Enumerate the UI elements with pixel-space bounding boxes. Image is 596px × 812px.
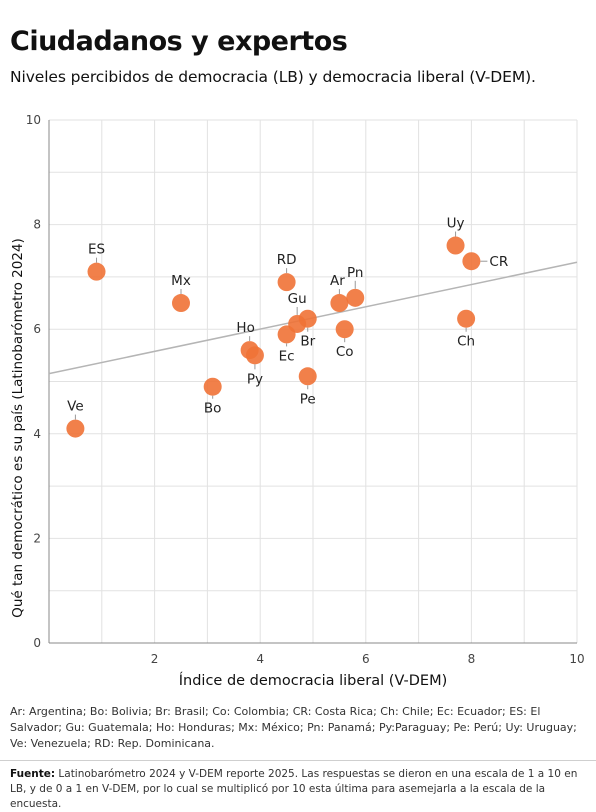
data-point-ve xyxy=(66,419,85,438)
data-point-co xyxy=(335,320,354,339)
point-label-mx: Mx xyxy=(171,273,191,289)
data-point-mx xyxy=(172,294,190,313)
point-label-ec: Ec xyxy=(279,348,295,364)
data-point-ch xyxy=(457,309,476,328)
point-label-rd: RD xyxy=(277,252,297,268)
x-tick-label: 4 xyxy=(256,652,264,666)
y-axis-label: Qué tan democrático es su país (Latinoba… xyxy=(10,238,26,618)
point-labels-group: Ve ES Mx Bo Ho Py RD Ec Gu Br Pe Ar Co Pn Uy CR Ch xyxy=(67,216,508,420)
y-tick-label: 0 xyxy=(33,636,41,650)
y-tick-label: 4 xyxy=(33,427,41,441)
data-point-br xyxy=(298,309,317,328)
point-label-gu: Gu xyxy=(288,291,307,307)
data-point-pe xyxy=(298,367,317,386)
point-label-ch: Ch xyxy=(457,334,475,350)
page-title: Ciudadanos y expertos xyxy=(10,26,348,57)
point-label-cr: CR xyxy=(489,254,508,270)
axes: 2 4 6 8 10 0 2 4 6 8 10 xyxy=(26,113,585,666)
point-label-ar: Ar xyxy=(330,273,345,289)
y-tick-label: 6 xyxy=(33,322,41,336)
point-label-ve: Ve xyxy=(67,399,84,415)
point-label-es: ES xyxy=(88,242,105,258)
scatter-chart: 2 4 6 8 10 0 2 4 6 8 10 Ve ES Mx Bo Ho Py RD Ec Gu Br Pe Ar Co… xyxy=(10,113,585,689)
point-label-co: Co xyxy=(336,344,354,360)
source-note: Fuente: Latinobarómetro 2024 y V-DEM rep… xyxy=(0,760,596,812)
point-label-py: Py xyxy=(247,371,263,387)
x-tick-label: 10 xyxy=(569,652,584,666)
point-label-uy: Uy xyxy=(447,216,465,232)
y-tick-label: 10 xyxy=(26,113,41,127)
x-axis-label: Índice de democracia liberal (V-DEM) xyxy=(179,672,448,689)
source-text: Latinobarómetro 2024 y V-DEM reporte 202… xyxy=(10,768,578,810)
y-tick-label: 8 xyxy=(33,218,41,232)
data-point-pn xyxy=(346,288,365,307)
x-tick-label: 2 xyxy=(151,652,159,666)
data-point-cr xyxy=(462,252,481,271)
page-subtitle: Niveles percibidos de democracia (LB) y … xyxy=(10,68,536,86)
data-point-rd xyxy=(277,273,296,292)
data-point-ar xyxy=(330,294,349,313)
point-label-ho: Ho xyxy=(236,320,254,336)
x-tick-label: 6 xyxy=(362,652,370,666)
point-label-bo: Bo xyxy=(204,401,222,417)
y-tick-label: 2 xyxy=(33,531,41,545)
abbreviation-legend: Ar: Argentina; Bo: Bolivia; Br: Brasil; … xyxy=(10,705,577,750)
point-label-pn: Pn xyxy=(347,265,363,281)
point-label-br: Br xyxy=(300,334,315,350)
data-point-bo xyxy=(203,377,222,396)
point-label-pe: Pe xyxy=(300,391,316,407)
data-point-uy xyxy=(446,236,465,255)
x-tick-label: 8 xyxy=(468,652,476,666)
grid-lines xyxy=(49,119,578,643)
points-group xyxy=(66,236,481,438)
data-point-es xyxy=(87,262,106,281)
data-point-py xyxy=(245,346,264,365)
source-label: Fuente: xyxy=(10,768,56,780)
